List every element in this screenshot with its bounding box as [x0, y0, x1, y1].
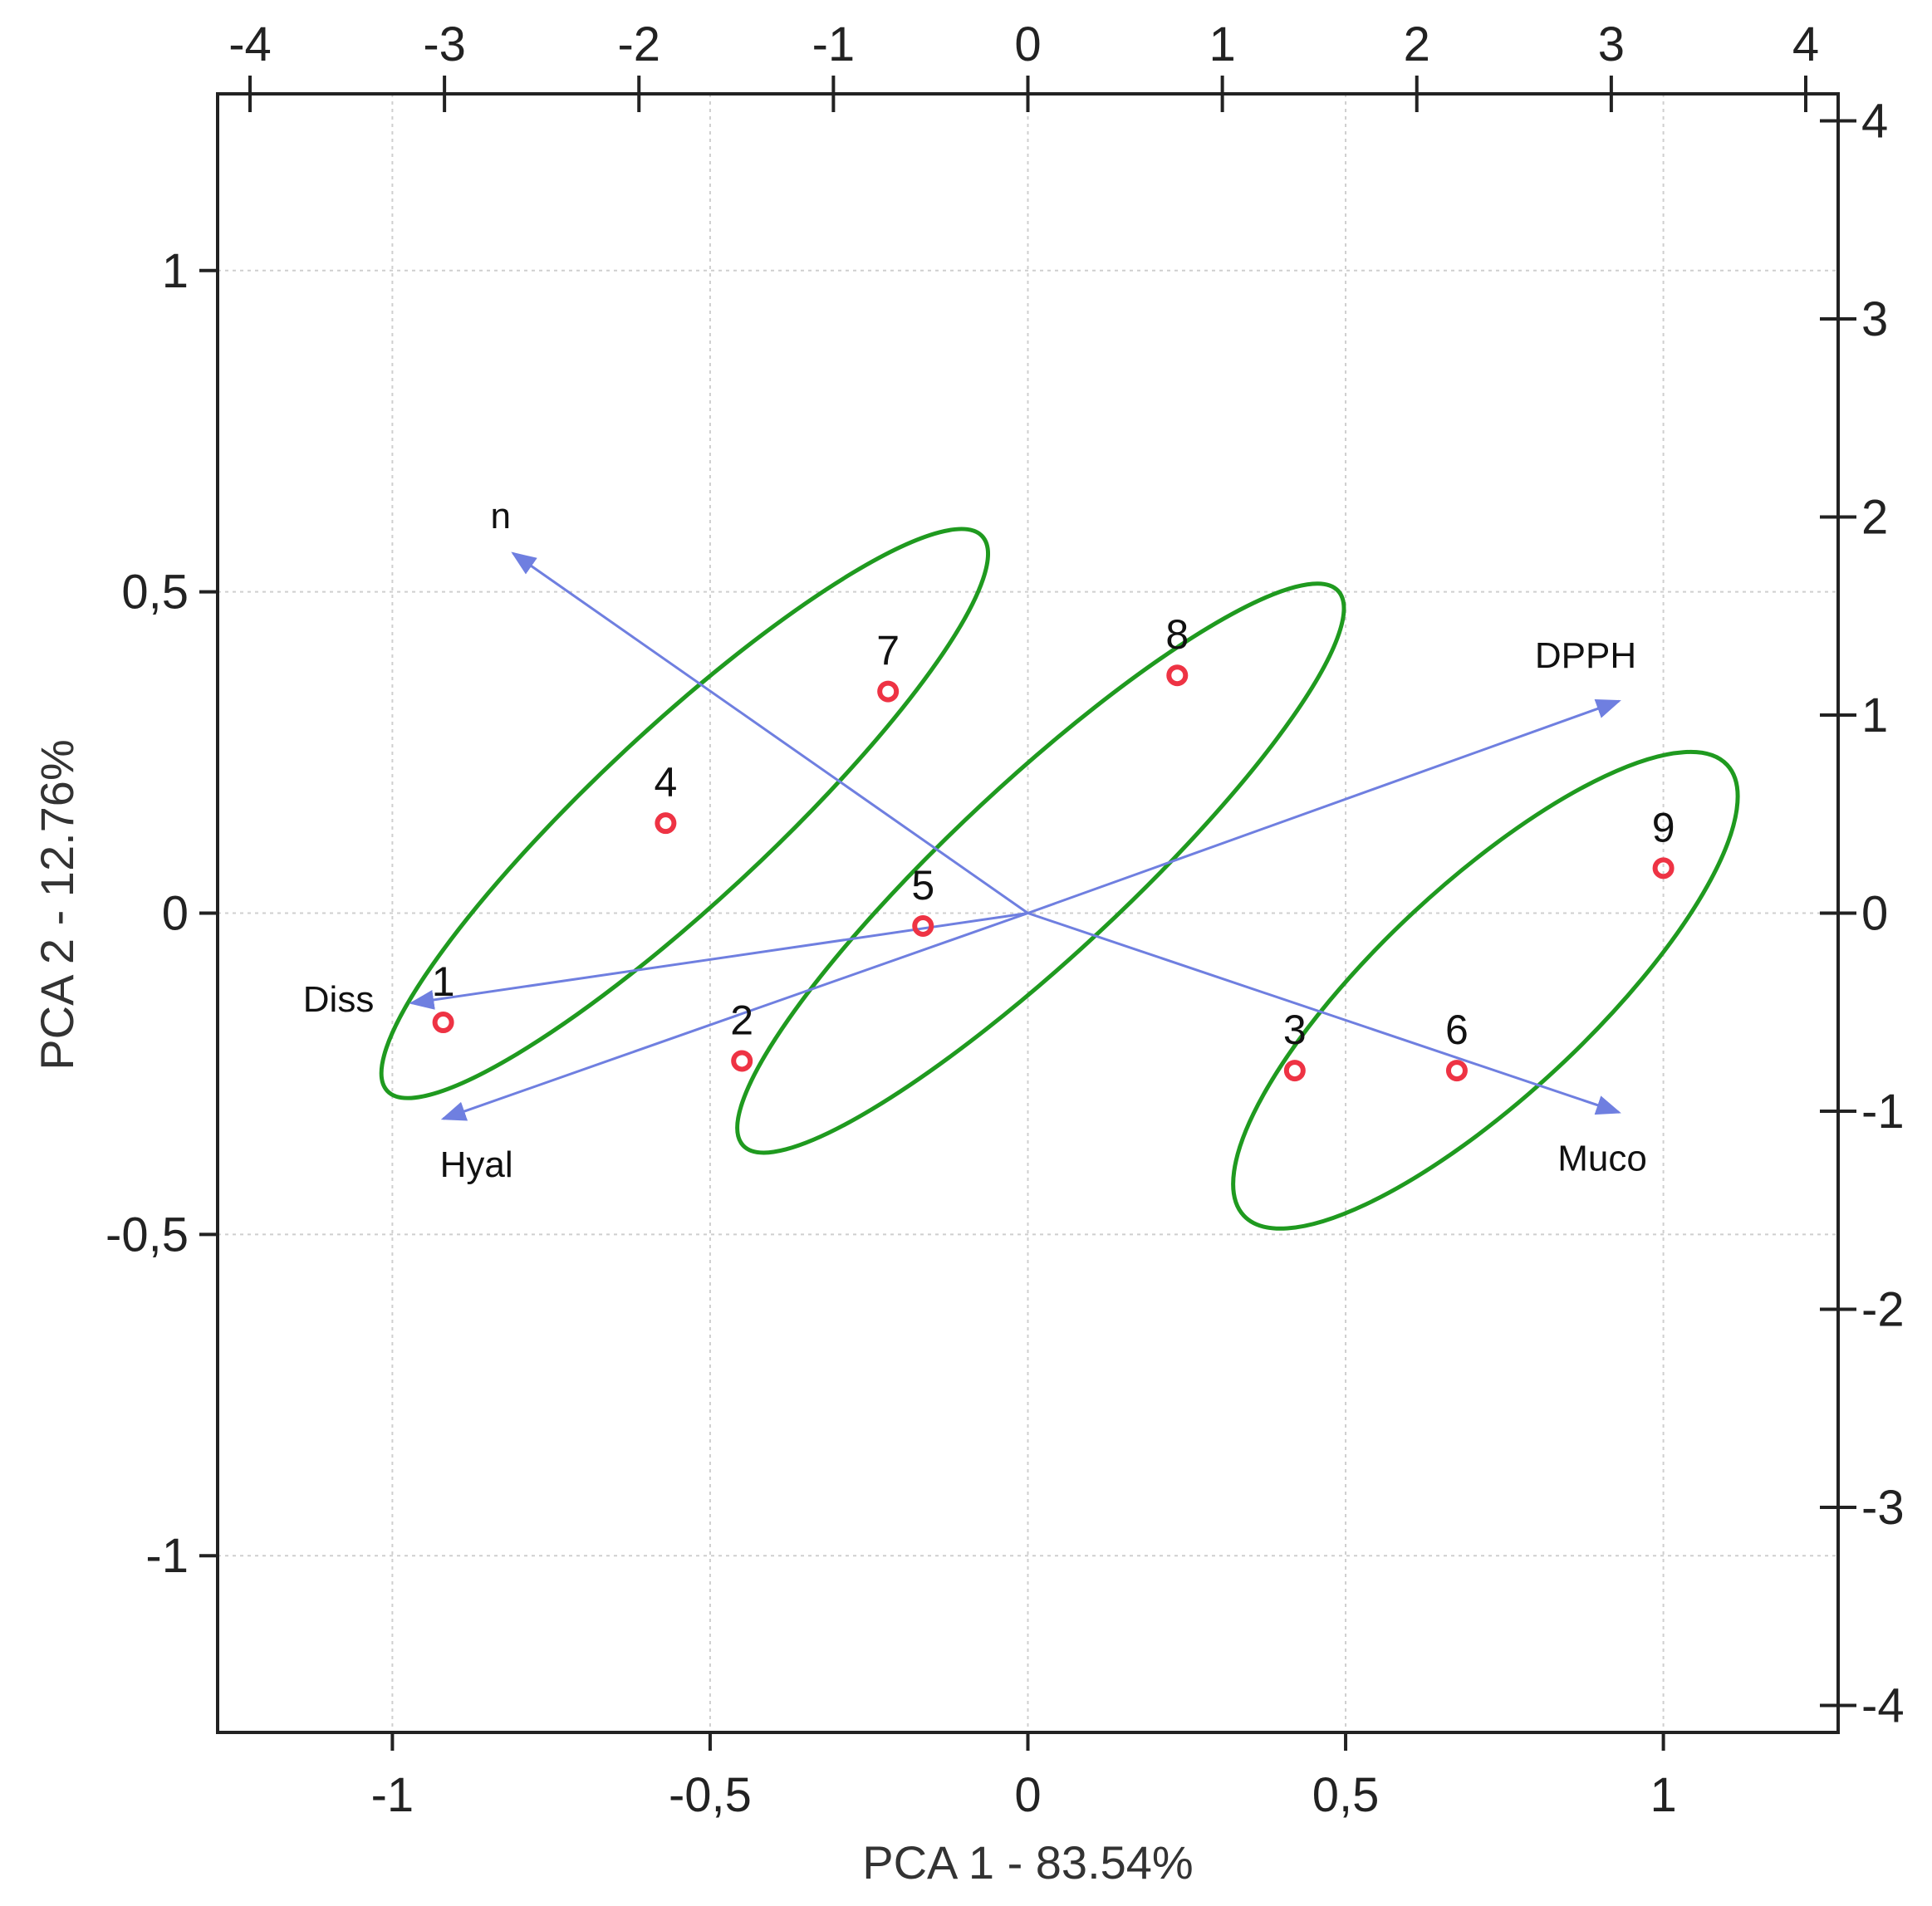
vector-label-diss: Diss: [303, 979, 375, 1020]
x-tick-label: 0,5: [1312, 1768, 1380, 1822]
right-tick-label: -4: [1861, 1679, 1905, 1733]
top-tick-label: 2: [1404, 17, 1430, 71]
group-ellipse-2: [735, 581, 1346, 1155]
top-tick-label: -3: [423, 17, 466, 71]
top-tick-label: -4: [228, 17, 272, 71]
top-tick-label: 0: [1014, 17, 1041, 71]
right-tick-label: 1: [1861, 688, 1888, 742]
observation-point-7: [877, 680, 900, 703]
right-tick-label: -1: [1861, 1085, 1905, 1139]
vector-diss: [409, 912, 1028, 1010]
y-tick-label: 1: [162, 244, 189, 298]
observation-point-5: [912, 914, 934, 937]
vector-hyal: [440, 912, 1028, 1121]
y-tick-label: 0: [162, 887, 189, 941]
vector-label-hyal: Hyal: [440, 1144, 513, 1185]
group-ellipses: [379, 527, 1740, 1231]
observation-label-8: 8: [1165, 611, 1189, 658]
y-tick-label: -0,5: [105, 1208, 189, 1262]
y-tick-label: 0,5: [121, 566, 189, 620]
right-tick-label: -3: [1861, 1481, 1905, 1535]
x-axis-title: PCA 1 - 83.54%: [862, 1836, 1193, 1889]
vector-label-muco: Muco: [1557, 1138, 1647, 1178]
observation-point-1: [432, 1012, 454, 1034]
right-tick-label: 2: [1861, 491, 1888, 545]
observation-label-9: 9: [1652, 804, 1675, 850]
observation-label-5: 5: [911, 862, 934, 909]
observation-point-4: [655, 812, 677, 835]
y-tick-label: -1: [145, 1529, 189, 1583]
vector-muco: [1027, 912, 1621, 1115]
top-tick-label: 3: [1598, 17, 1625, 71]
observation-label-1: 1: [432, 958, 455, 1005]
variable-vectors: n DPPH Diss Hyal Muco: [303, 496, 1647, 1185]
observation-point-9: [1652, 857, 1675, 880]
observation-point-8: [1166, 664, 1189, 687]
observation-point-3: [1283, 1060, 1306, 1082]
top-tick-label: -1: [812, 17, 856, 71]
right-tick-label: 4: [1861, 95, 1888, 149]
observation-label-4: 4: [654, 759, 677, 806]
vector-label-n: n: [491, 496, 511, 537]
axes: -1 -0,5 0 0,5 1 -1 -0,5 0 0,5 1 -4 -3 -2 -1 0 1 2 3 4 -4 -3 -…: [105, 17, 1905, 1822]
right-tick-label: -2: [1861, 1283, 1905, 1337]
observation-label-6: 6: [1445, 1007, 1469, 1053]
x-tick-label: 0: [1014, 1768, 1041, 1822]
x-tick-label: -0,5: [669, 1768, 752, 1822]
right-tick-label: 3: [1861, 292, 1888, 346]
group-ellipse-1: [379, 527, 990, 1100]
observation-label-2: 2: [730, 997, 753, 1043]
group-ellipse-3: [1231, 749, 1740, 1231]
top-tick-label: 1: [1209, 17, 1235, 71]
top-tick-label: 4: [1792, 17, 1819, 71]
observation-point-6: [1445, 1060, 1468, 1082]
observation-label-3: 3: [1283, 1007, 1307, 1053]
observation-label-7: 7: [876, 628, 900, 674]
top-tick-label: -2: [617, 17, 660, 71]
vector-label-dpph: DPPH: [1535, 635, 1636, 676]
observation-point-2: [731, 1050, 753, 1072]
vector-dpph: [1027, 698, 1621, 914]
right-tick-label: 0: [1861, 887, 1888, 941]
observation-points: 1 2 3 4 5 6 7 8 9: [432, 611, 1675, 1082]
vector-n: [511, 551, 1029, 914]
x-tick-label: 1: [1650, 1768, 1676, 1822]
y-axis-title: PCA 2 - 12.76%: [31, 739, 83, 1070]
x-tick-label: -1: [371, 1768, 414, 1822]
